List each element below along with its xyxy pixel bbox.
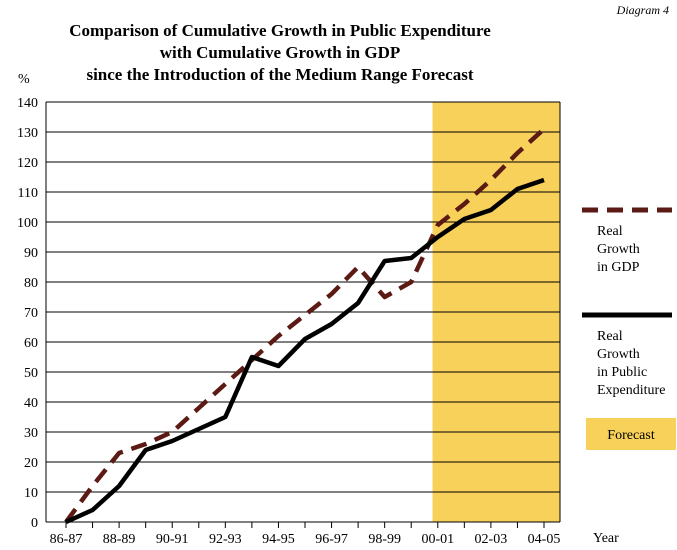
title-line-1: Comparison of Cumulative Growth in Publi…	[69, 21, 491, 40]
y-tick-label: 140	[17, 96, 38, 111]
y-tick-label: 70	[24, 306, 38, 321]
legend-swatch-forecast	[586, 418, 676, 450]
legend-label-gdp: Growth	[597, 242, 640, 257]
y-tick-label: 60	[24, 336, 38, 351]
y-tick-label: 0	[31, 516, 38, 531]
y-tick-label: 80	[24, 276, 38, 291]
y-tick-label: 40	[24, 396, 38, 411]
y-tick-label: 100	[17, 216, 38, 231]
y-axis-unit: %	[18, 72, 30, 87]
x-tick-label: 92-93	[209, 532, 242, 547]
y-tick-label: 50	[24, 366, 38, 381]
chart-title: Comparison of Cumulative Growth in Publi…	[10, 20, 550, 86]
x-tick-label: 88-89	[103, 532, 136, 547]
x-tick-label: 86-87	[50, 532, 83, 547]
y-tick-label: 110	[18, 186, 38, 201]
y-tick-label: 120	[17, 156, 38, 171]
title-line-3: since the Introduction of the Medium Ran…	[86, 65, 474, 84]
legend-label-gdp: in GDP	[597, 260, 640, 275]
series-line-expenditure	[65, 177, 545, 525]
y-tick-label: 130	[17, 126, 38, 141]
x-tick-label: 98-99	[368, 532, 401, 547]
x-tick-label: 96-97	[315, 532, 348, 547]
x-tick-label: 04-05	[528, 532, 561, 547]
y-tick-label: 30	[24, 426, 38, 441]
y-tick-label: 90	[24, 246, 38, 261]
legend-label-expenditure: Growth	[597, 347, 640, 362]
x-axis-label: Year	[593, 531, 619, 546]
x-tick-label: 94-95	[262, 532, 295, 547]
y-tick-label: 10	[24, 486, 38, 501]
x-tick-label: 02-03	[475, 532, 508, 547]
y-tick-label: 20	[24, 456, 38, 471]
legend-label-forecast: Forecast	[607, 428, 655, 443]
legend-label-expenditure: in Public	[597, 365, 647, 380]
series-line-gdp	[64, 127, 546, 524]
x-tick-label: 00-01	[421, 532, 454, 547]
title-line-2: with Cumulative Growth in GDP	[159, 43, 401, 62]
legend-label-gdp: Real	[597, 224, 623, 239]
diagram-label: Diagram 4	[616, 3, 669, 17]
legend-label-expenditure: Expenditure	[597, 383, 665, 398]
legend-label-expenditure: Real	[597, 329, 623, 344]
x-tick-label: 90-91	[156, 532, 189, 547]
